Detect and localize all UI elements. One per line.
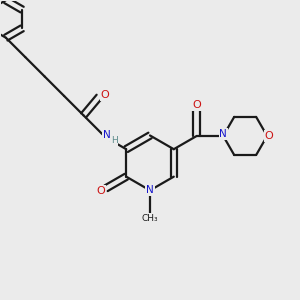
Text: O: O: [192, 100, 201, 110]
Text: O: O: [97, 186, 105, 196]
Text: O: O: [100, 90, 109, 100]
Text: H: H: [111, 136, 118, 145]
Text: N: N: [103, 130, 111, 140]
Text: O: O: [264, 131, 273, 141]
Text: CH₃: CH₃: [142, 214, 158, 223]
Text: N: N: [219, 129, 227, 139]
Text: N: N: [146, 185, 154, 195]
